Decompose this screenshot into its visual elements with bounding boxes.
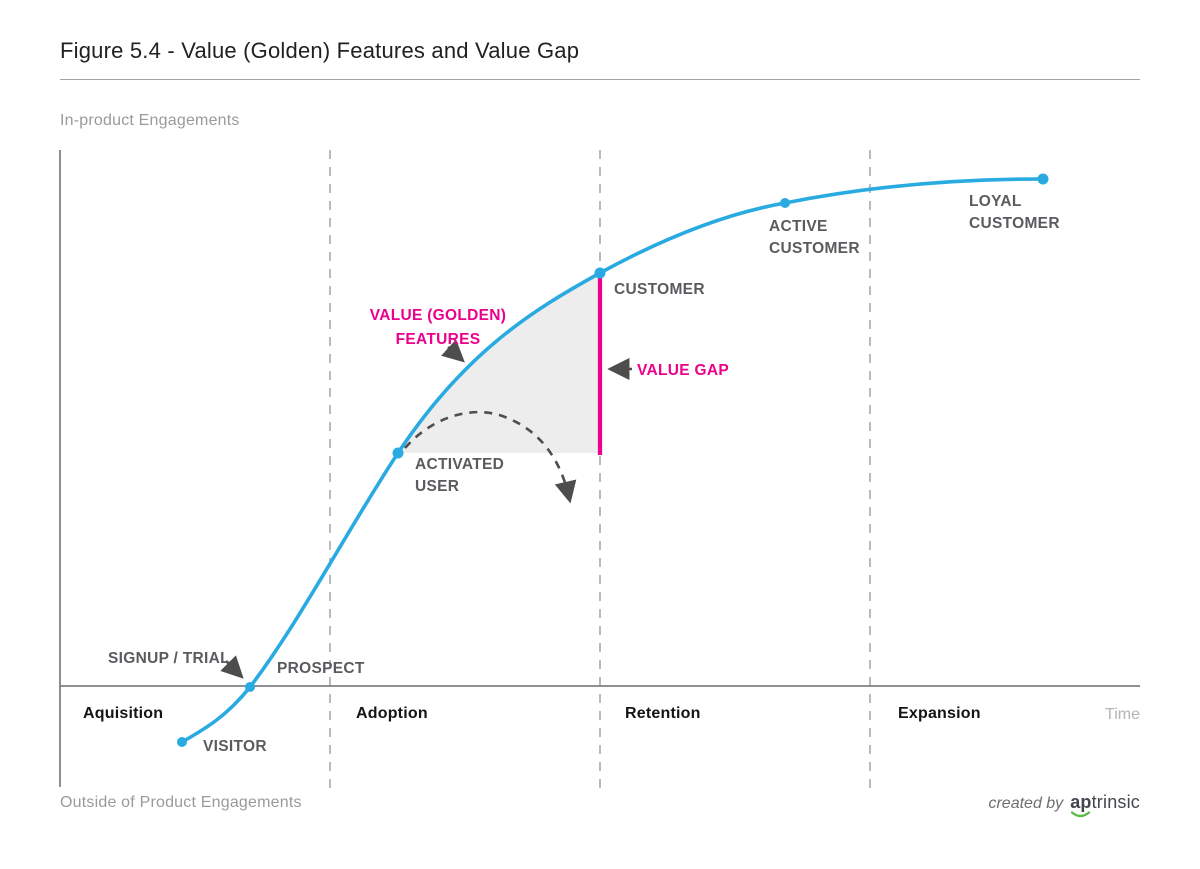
lifecycle-curve [180,177,1045,744]
loyal-customer-label: LOYAL CUSTOMER [969,193,1060,232]
aptrinsic-logo-ap: ap [1070,792,1091,818]
stage-label-expansion: Expansion [898,705,981,722]
aptrinsic-smile-icon [1071,811,1091,818]
visitor-label: VISITOR [203,738,267,755]
customer-label: CUSTOMER [614,281,705,298]
activated-user-point [392,447,404,459]
stage-label-adoption: Adoption [356,705,428,722]
title-divider [60,79,1140,80]
figure-title: Figure 5.4 - Value (Golden) Features and… [60,38,580,63]
stage-label-aquisition: Aquisition [83,705,164,722]
value-gap-shade [398,273,600,453]
active-customer-label: ACTIVE CUSTOMER [769,218,860,257]
customer-point [594,267,606,279]
value-gap-label: VALUE GAP [637,362,729,379]
signup-trial-label: SIGNUP / TRIAL [108,650,230,667]
branding: created by ap trinsic [988,792,1140,818]
stage-label-retention: Retention [625,705,701,722]
activated-user-label: ACTIVATED USER [415,456,505,495]
prospect-label: PROSPECT [277,660,365,677]
visitor-point [177,737,187,747]
active-customer-point [780,198,790,208]
aptrinsic-logo-trinsic: trinsic [1091,792,1140,812]
time-axis-label: Time [1105,706,1140,723]
branding-prefix: created by [988,795,1064,812]
prospect-point [245,682,255,692]
y-axis-bottom-label: Outside of Product Engagements [60,794,302,811]
y-axis-top-label: In-product Engagements [60,112,240,129]
signup-trial-arrow [220,655,244,679]
value-features-label: VALUE (GOLDEN) FEATURES [369,307,507,348]
value-features-arrow [441,339,465,363]
churn-drop-arc [404,410,577,504]
loyal-customer-point [1037,173,1049,185]
